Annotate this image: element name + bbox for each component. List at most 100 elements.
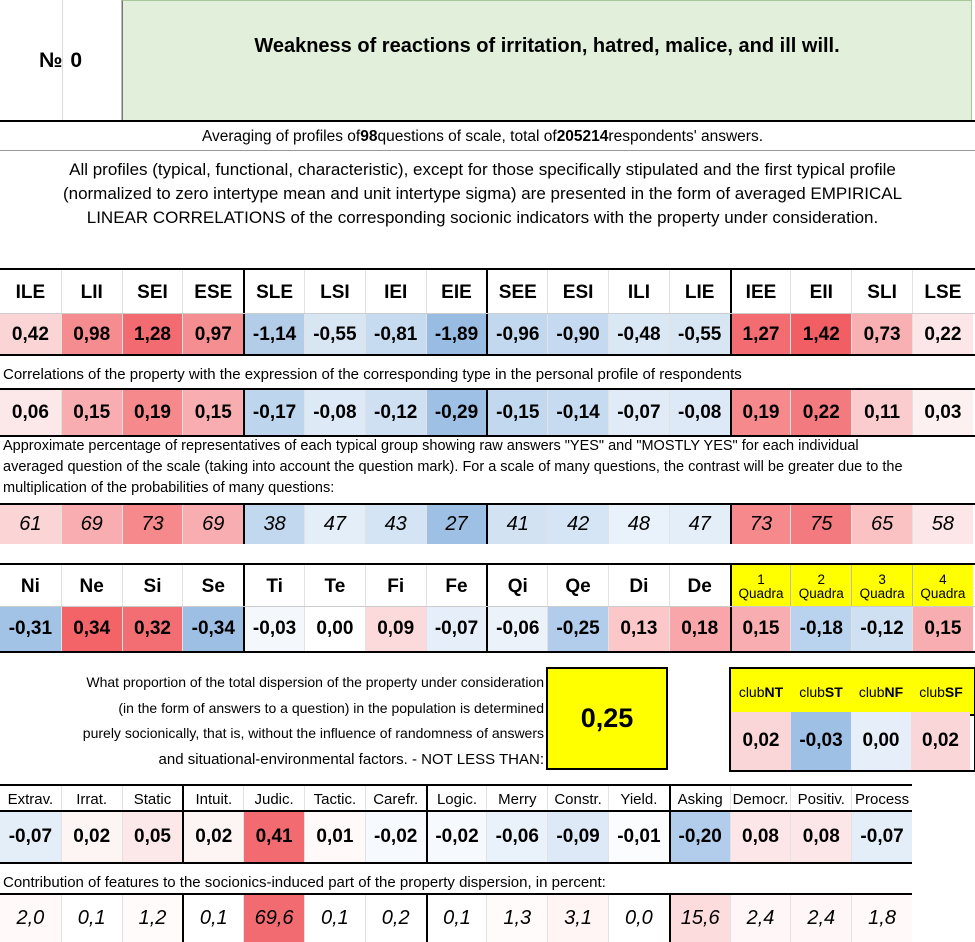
quadra-value: -0,18 <box>790 607 852 651</box>
function-value: 0,09 <box>364 607 426 651</box>
type-percentage-value: 65 <box>851 505 912 544</box>
function-header: Di <box>608 565 669 608</box>
type-profile-value: -0,55 <box>304 314 365 356</box>
club-prefix: club <box>738 683 765 700</box>
type-correlation-value: 0,15 <box>182 390 244 435</box>
trait-header: Merry <box>486 786 547 812</box>
type-header: SEE <box>486 270 547 315</box>
club-value: 0,00 <box>851 712 911 770</box>
trait-header: Constr. <box>547 786 608 812</box>
quadra-word: Quadra <box>920 585 966 601</box>
type-header: SLI <box>851 270 912 315</box>
scale-number: 0 <box>70 48 83 72</box>
type-header: LSE <box>912 270 973 315</box>
type-header: ESE <box>182 270 243 315</box>
quadra-value: 0,15 <box>912 607 973 651</box>
function-value: -0,25 <box>547 607 608 651</box>
trait-contribution-value: 69,6 <box>243 895 304 942</box>
quadra-header: 1 Quadra <box>729 565 791 608</box>
type-header: LSI <box>304 270 365 315</box>
trait-contribution-value: 3,1 <box>547 895 608 942</box>
trait-value: 0,08 <box>729 812 791 862</box>
type-header: SLE <box>243 270 304 315</box>
quadra-word: Quadra <box>859 585 905 601</box>
function-header: Ne <box>60 565 122 608</box>
type-correlation-value: 0,22 <box>790 390 852 435</box>
quadra-header: 3 Quadra <box>851 565 912 608</box>
type-profile-value: -0,48 <box>608 314 669 356</box>
club-value: -0,03 <box>791 712 851 770</box>
trait-contribution-value: 1,3 <box>486 895 548 942</box>
type-profile-value: 0,22 <box>912 314 973 356</box>
summary-line: Averaging of profiles of 98 questions of… <box>201 128 764 145</box>
club-header: club ST <box>791 669 851 714</box>
type-profile-row: 0,42 0,98 1,28 0,97 -1,14 -0,55 -0,81 -1,89 -0,9… <box>0 313 975 356</box>
club-header: club NT <box>731 669 791 714</box>
trait-header: Tactic. <box>304 786 365 812</box>
trait-contribution-value: 1,2 <box>121 895 183 942</box>
club-code: ST <box>824 683 843 700</box>
trait-value: 0,01 <box>304 812 365 862</box>
trait-header: Logic. <box>425 786 487 812</box>
type-percentage-value: 73 <box>729 505 791 544</box>
club-header: club SF <box>911 669 971 714</box>
function-header: Fe <box>425 565 487 608</box>
type-profile-value: -1,14 <box>243 314 304 356</box>
function-header: Ti <box>243 565 304 608</box>
percentage-label: Approximate percentage of representative… <box>3 438 903 496</box>
club-value: 0,02 <box>911 712 970 770</box>
intro-text: All profiles (typical, functional, chara… <box>62 160 903 227</box>
type-header: EII <box>790 270 851 315</box>
type-profile-value: 0,98 <box>60 314 122 356</box>
trait-value: -0,07 <box>851 812 912 862</box>
trait-contribution-value: 15,6 <box>668 895 730 942</box>
function-value: -0,31 <box>0 607 61 651</box>
type-percentage-value: 43 <box>364 505 426 544</box>
trait-value: -0,06 <box>486 812 548 862</box>
club-code: SF <box>944 683 963 700</box>
type-percentage-value: 58 <box>912 505 973 544</box>
club-prefix: club <box>799 683 825 700</box>
type-profile-value: 0,42 <box>0 314 61 356</box>
type-correlation-row: 0,06 0,15 0,19 0,15 -0,17 -0,08 -0,12 -0,29 -0,1… <box>0 388 975 437</box>
function-header-row: Ni Ne Si Se Ti Te Fi Fe Qi Qe Di De 1 Quadra 2 Quadra 3 Q… <box>0 563 975 608</box>
type-correlation-value: -0,17 <box>243 390 304 435</box>
type-percentage-value: 69 <box>60 505 122 544</box>
function-header: Se <box>182 565 243 608</box>
type-profile-value: 0,97 <box>182 314 244 356</box>
type-correlation-value: 0,11 <box>851 390 912 435</box>
question-count: 98 <box>360 128 378 145</box>
quadra-header: 4 Quadra <box>912 565 973 608</box>
type-header: IEI <box>364 270 426 315</box>
function-value: 0,34 <box>60 607 122 651</box>
contribution-label: Contribution of features to the socionic… <box>3 874 606 891</box>
trait-value: -0,02 <box>425 812 487 862</box>
correlations-label: Correlations of the property with the ex… <box>3 366 742 383</box>
trait-header: Democr. <box>729 786 791 812</box>
trait-value: -0,01 <box>608 812 669 862</box>
trait-value: -0,07 <box>0 812 61 862</box>
trait-value: 0,02 <box>60 812 122 862</box>
club-prefix: club <box>858 683 885 700</box>
quadra-header: 2 Quadra <box>790 565 852 608</box>
type-percentage-value: 69 <box>182 505 244 544</box>
type-percentage-value: 27 <box>425 505 487 544</box>
function-header: Qi <box>486 565 547 608</box>
type-profile-value: -0,90 <box>547 314 608 356</box>
trait-contribution-value: 2,4 <box>790 895 852 942</box>
function-value: 0,18 <box>668 607 730 651</box>
trait-header: Positiv. <box>790 786 851 812</box>
trait-value: 0,02 <box>182 812 244 862</box>
type-percentage-value: 47 <box>668 505 730 544</box>
club-code: NT <box>764 683 784 700</box>
trait-header: Process <box>851 786 912 812</box>
type-percentage-value: 75 <box>790 505 852 544</box>
quadra-number: 4 <box>939 571 947 587</box>
type-profile-value: -1,89 <box>425 314 487 356</box>
club-prefix: club <box>919 683 945 700</box>
type-correlation-value: -0,14 <box>547 390 608 435</box>
scale-title: Weakness of reactions of irritation, hat… <box>254 35 840 57</box>
type-percentage-value: 42 <box>547 505 608 544</box>
club-header: club NF <box>851 669 911 714</box>
type-correlation-value: -0,08 <box>668 390 730 435</box>
